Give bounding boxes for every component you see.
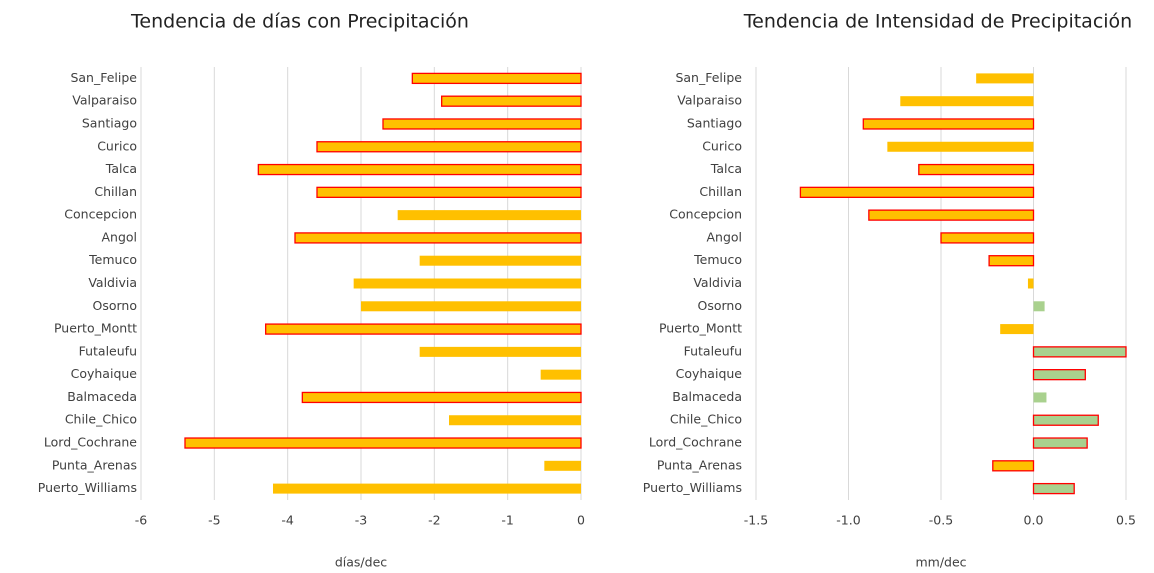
bar: [1032, 414, 1099, 426]
chart-title: Tendencia de días con Precipitación: [130, 11, 469, 33]
y-tick-label: Osorno: [698, 298, 743, 313]
y-tick-label: Chillan: [94, 184, 137, 199]
x-tick-label: -6: [135, 513, 148, 528]
bar: [257, 163, 582, 176]
y-tick-label: Punta_Arenas: [52, 457, 137, 472]
bar: [1032, 346, 1127, 358]
bar: [1032, 437, 1088, 449]
y-tick-label: Angol: [706, 229, 742, 244]
bar: [1000, 324, 1034, 335]
y-tick-label: Puerto_Montt: [659, 321, 742, 336]
y-tick-label: Lord_Cochrane: [44, 435, 137, 450]
y-tick-label: Lord_Cochrane: [649, 435, 742, 450]
y-tick-label: Talca: [710, 161, 742, 176]
bar: [1032, 482, 1075, 495]
bar: [799, 186, 1035, 198]
bar: [544, 460, 581, 471]
bar: [992, 460, 1035, 472]
x-tick-label: -5: [208, 513, 220, 528]
x-tick-label: -3: [355, 513, 367, 528]
bar: [294, 232, 582, 244]
bar: [361, 301, 581, 312]
bar: [1032, 369, 1086, 381]
bar: [988, 255, 1035, 267]
x-tick-label: -1: [501, 513, 513, 528]
y-tick-label: Valdivia: [693, 275, 742, 290]
x-tick-label: -1.0: [836, 513, 860, 528]
bar: [918, 163, 1035, 176]
y-tick-label: San_Felipe: [70, 70, 137, 85]
y-tick-label: Angol: [101, 229, 137, 244]
y-tick-label: Concepcion: [64, 207, 137, 222]
y-tick-label: Talca: [105, 161, 137, 176]
y-tick-label: Chillan: [699, 184, 742, 199]
bar: [419, 255, 581, 266]
bar: [441, 95, 582, 107]
bar: [976, 73, 1034, 84]
y-tick-label: Santiago: [82, 115, 137, 130]
y-tick-label: Balmaceda: [67, 389, 137, 404]
bar: [419, 346, 581, 357]
bar: [862, 118, 1035, 130]
chart-title: Tendencia de Intensidad de Precipitación: [743, 11, 1132, 33]
y-tick-label: Puerto_Montt: [54, 321, 137, 336]
y-tick-label: Osorno: [93, 298, 138, 313]
y-tick-label: Chile_Chico: [670, 412, 742, 427]
y-tick-label: Valparaiso: [677, 93, 742, 108]
bar: [1027, 278, 1034, 289]
y-tick-label: Balmaceda: [672, 389, 742, 404]
y-tick-label: Temuco: [693, 252, 742, 267]
bar: [301, 391, 582, 404]
bar: [397, 210, 581, 221]
bar: [353, 278, 581, 289]
bar: [449, 415, 581, 426]
y-tick-label: Valparaiso: [72, 93, 137, 108]
y-tick-label: Curico: [97, 138, 137, 153]
x-tick-label: 0: [577, 513, 585, 528]
x-tick-label: -1.5: [744, 513, 768, 528]
y-tick-label: Coyhaique: [676, 366, 743, 381]
y-tick-label: Chile_Chico: [65, 412, 137, 427]
x-tick-label: 0.0: [1024, 513, 1044, 528]
bar: [868, 209, 1035, 221]
bar: [1033, 392, 1047, 403]
y-tick-label: Puerto_Williams: [643, 480, 742, 495]
y-tick-label: Santiago: [687, 115, 742, 130]
y-tick-label: Coyhaique: [71, 366, 138, 381]
y-tick-label: Puerto_Williams: [38, 480, 137, 495]
y-tick-label: Valdivia: [88, 275, 137, 290]
y-tick-label: San_Felipe: [675, 70, 742, 85]
bar: [540, 369, 581, 380]
x-tick-label: -4: [281, 513, 294, 528]
y-tick-label: Futaleufu: [79, 343, 137, 358]
bar: [273, 483, 581, 494]
bar: [887, 141, 1034, 152]
x-tick-label: -2: [428, 513, 440, 528]
x-tick-label: 0.5: [1116, 513, 1136, 528]
y-tick-label: Temuco: [88, 252, 137, 267]
y-tick-label: Curico: [702, 138, 742, 153]
y-tick-label: Punta_Arenas: [657, 457, 742, 472]
bar: [940, 232, 1035, 244]
bar: [1033, 301, 1045, 312]
bar: [900, 96, 1034, 107]
bar: [382, 118, 582, 130]
bar: [316, 141, 582, 153]
bar: [316, 186, 582, 198]
x-axis-label: días/dec: [335, 555, 387, 570]
y-tick-label: Concepcion: [669, 207, 742, 222]
x-axis-label: mm/dec: [915, 555, 966, 570]
bar: [411, 72, 582, 85]
bar: [265, 323, 582, 335]
y-tick-label: Futaleufu: [684, 343, 742, 358]
bar: [184, 437, 582, 449]
x-tick-label: -0.5: [929, 513, 953, 528]
